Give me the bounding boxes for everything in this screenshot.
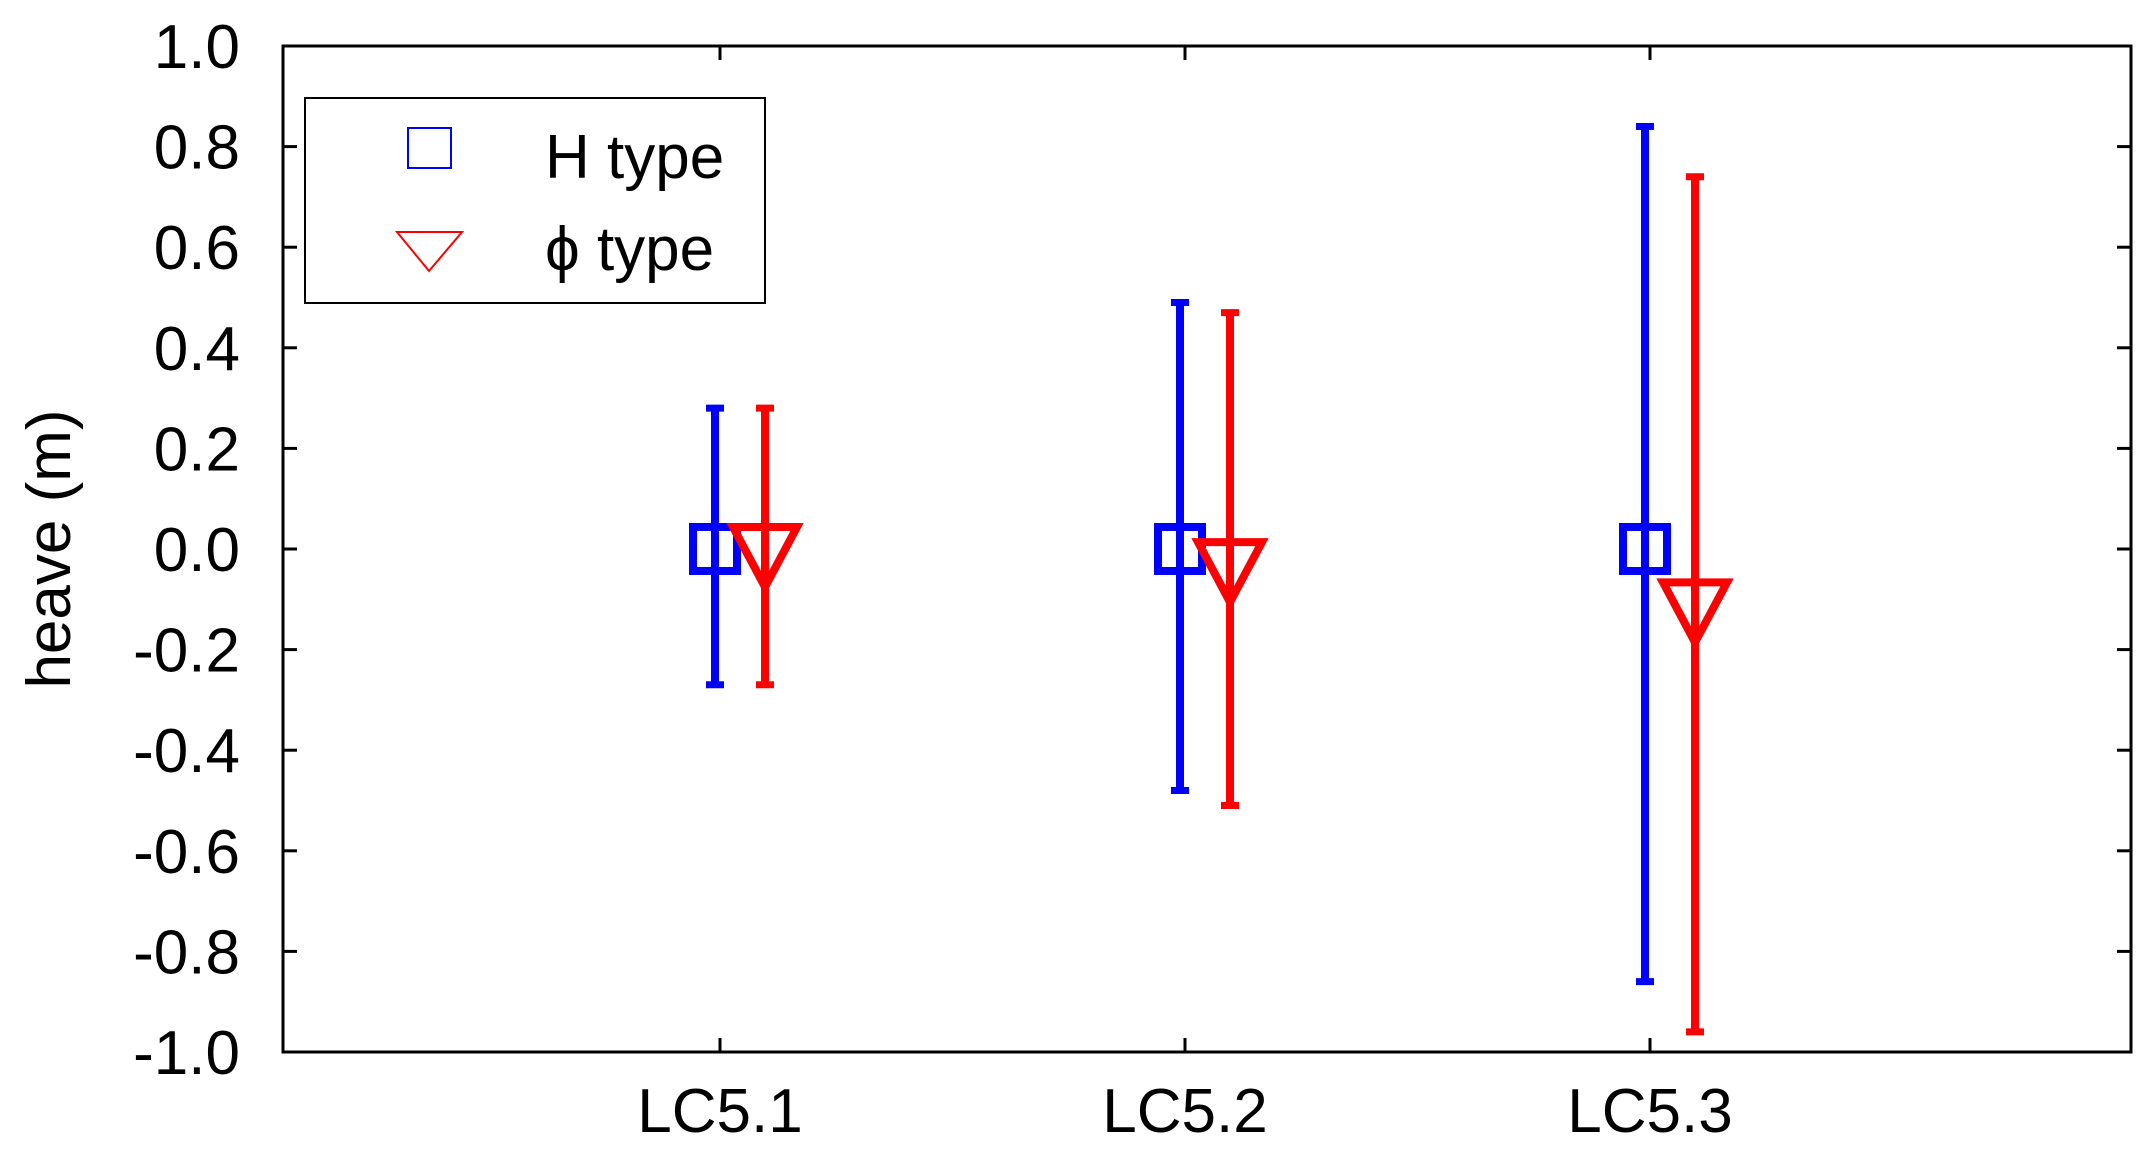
x-tick-label: LC5.3 <box>1567 1077 1732 1146</box>
legend-square-marker-icon <box>407 127 452 169</box>
y-tick-label: 1.0 <box>154 13 240 82</box>
y-tick-label: 0.2 <box>154 415 240 484</box>
y-tick-label: -0.6 <box>133 818 240 887</box>
mean-marker-triangle <box>726 523 804 596</box>
y-tick-label: 0.4 <box>154 315 240 384</box>
mean-marker-triangle <box>1191 538 1269 611</box>
legend-label-phi-type: ϕ type <box>545 215 714 284</box>
y-tick-label: 0.8 <box>154 114 240 183</box>
y-tick-label: -1.0 <box>133 1019 240 1088</box>
legend-triangle-marker-icon <box>394 231 465 273</box>
mean-marker-triangle <box>1656 578 1734 651</box>
y-tick-label: 0.6 <box>154 214 240 283</box>
y-axis: 1.0 0.8 0.6 0.4 0.2 0.0 -0.2 -0.4 -0.6 -0.8 -1.0 <box>133 13 2131 1088</box>
y-tick-label: -0.2 <box>133 617 240 686</box>
mean-marker-square <box>1619 523 1671 575</box>
x-tick-label: LC5.2 <box>1102 1077 1267 1146</box>
y-axis-title: heave (m) <box>15 409 84 688</box>
y-tick-label: 0.0 <box>154 516 240 585</box>
legend-box <box>304 97 766 304</box>
mean-marker-square <box>689 523 741 575</box>
series-layer <box>689 122 1734 1036</box>
y-tick-label: -0.4 <box>133 717 240 786</box>
x-tick-label: LC5.1 <box>637 1077 802 1146</box>
y-tick-label: -0.8 <box>133 918 240 987</box>
legend: H type ϕ type <box>304 97 766 304</box>
x-axis: LC5.1 LC5.2 LC5.3 <box>637 46 1733 1146</box>
legend-label-h-type: H type <box>545 123 724 192</box>
